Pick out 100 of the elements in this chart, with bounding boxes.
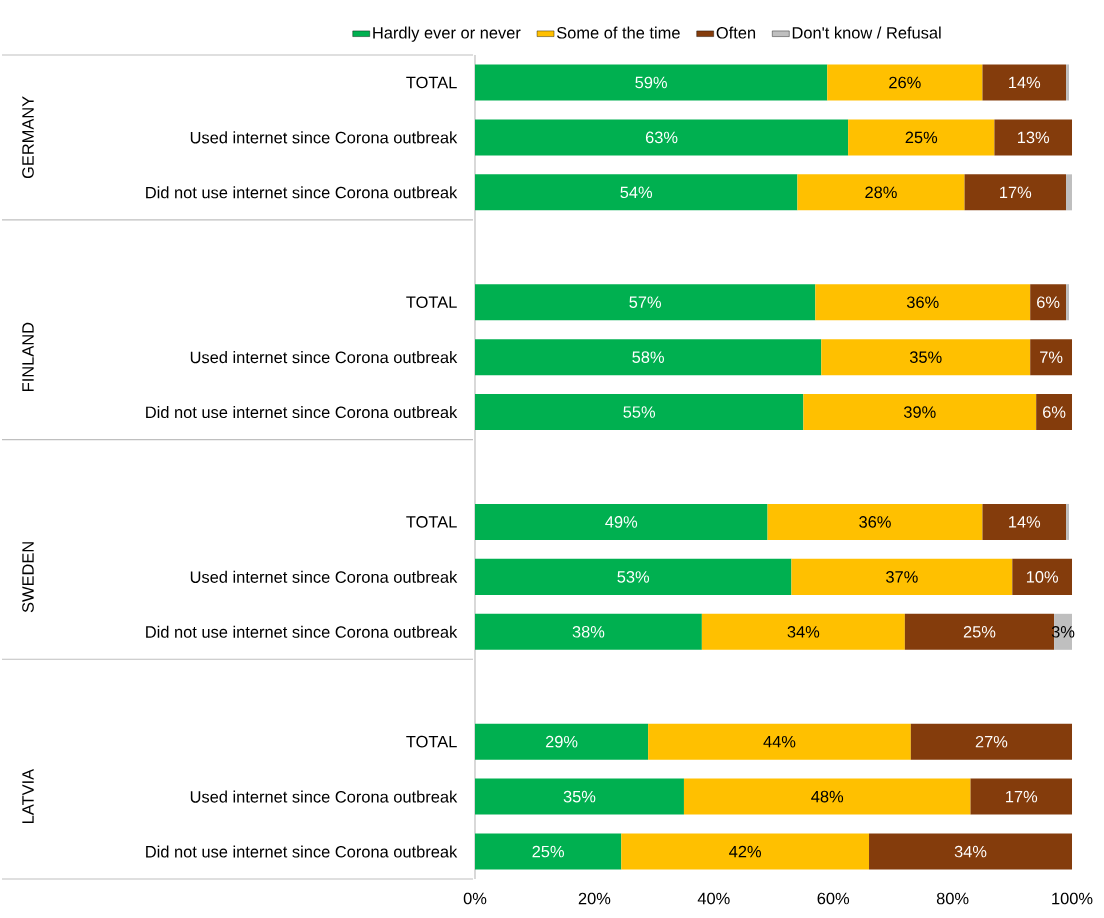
bar <box>821 339 1031 376</box>
bar <box>1012 558 1073 595</box>
bar <box>475 174 798 211</box>
data-label: 36% <box>859 516 891 528</box>
x-tick-label: 60% <box>817 892 850 905</box>
bar <box>683 778 971 815</box>
data-label: 29% <box>545 735 578 748</box>
data-label: 14% <box>1009 516 1041 528</box>
bar <box>475 558 792 595</box>
text: LATVIA <box>22 768 34 823</box>
data-label: 14% <box>1009 76 1041 89</box>
bar <box>1066 503 1070 540</box>
bar <box>982 64 1067 101</box>
data-label: 6% <box>1037 296 1060 309</box>
bar <box>475 394 804 431</box>
data-label: 13% <box>1018 131 1050 144</box>
data-label: 35% <box>563 790 596 803</box>
bar <box>994 119 1073 156</box>
bar <box>982 503 1067 540</box>
data-label: 49% <box>605 516 638 528</box>
data-label: 37% <box>886 571 918 583</box>
bar <box>1030 284 1067 321</box>
y-tick-label: TOTAL <box>406 735 457 748</box>
data-label: 26% <box>889 76 921 89</box>
y-tick-label: Did not use internet since Corona outbreak <box>146 406 458 419</box>
bar <box>475 613 702 650</box>
y-tick-label: Used internet since Corona outbreak <box>190 131 458 144</box>
bar <box>648 723 911 760</box>
legend-label: Some of the time <box>556 26 680 39</box>
bar <box>1030 339 1073 376</box>
data-label: 57% <box>629 296 662 308</box>
data-label: 6% <box>1043 406 1066 418</box>
y-tick-label: TOTAL <box>406 516 457 528</box>
bar <box>1066 174 1073 211</box>
data-label: 38% <box>572 625 605 638</box>
data-label: 17% <box>1006 790 1038 803</box>
y-tick-label: Did not use internet since Corona outbreak <box>146 625 458 638</box>
data-label: 27% <box>975 735 1008 748</box>
data-label: 59% <box>635 76 667 89</box>
bar <box>797 174 965 211</box>
bar <box>803 394 1037 431</box>
data-label: 39% <box>903 406 936 418</box>
bar <box>475 503 768 540</box>
data-label: 25% <box>905 131 938 144</box>
bar <box>701 613 905 650</box>
data-label: 53% <box>617 571 650 583</box>
y-tick-label: Used internet since Corona outbreak <box>190 570 458 583</box>
y-tick-label: Used internet since Corona outbreak <box>190 351 458 364</box>
data-label: 55% <box>623 406 656 418</box>
y-tick-label: Did not use internet since Corona outbreak <box>146 186 458 199</box>
data-label: 25% <box>963 625 996 638</box>
bar <box>815 284 1031 321</box>
bar <box>970 778 1073 815</box>
bar <box>475 284 816 321</box>
data-label: 17% <box>1000 186 1032 199</box>
bar <box>869 833 1073 870</box>
bar <box>1066 284 1070 321</box>
bar <box>475 119 849 156</box>
data-label: 10% <box>1026 571 1059 583</box>
bar <box>791 558 1013 595</box>
bar <box>910 723 1073 760</box>
data-label: 44% <box>763 735 796 748</box>
x-tick-label: 40% <box>697 892 730 905</box>
bar <box>848 119 995 156</box>
bar <box>1066 64 1070 101</box>
data-label: 7% <box>1040 351 1063 363</box>
data-label: 48% <box>811 790 844 803</box>
x-tick-label: 0% <box>463 892 487 905</box>
bar <box>767 503 983 540</box>
y-tick-label: Used internet since Corona outbreak <box>190 790 458 803</box>
bar <box>964 174 1067 211</box>
legend-label: Don't know / Refusal <box>792 26 941 39</box>
bar <box>475 723 649 760</box>
data-label: 28% <box>865 186 897 199</box>
data-label: 58% <box>632 351 664 363</box>
bar <box>1036 394 1073 431</box>
data-label: 34% <box>787 625 820 638</box>
data-label: 63% <box>645 131 678 144</box>
text: SWEDEN <box>22 542 34 613</box>
data-label: 42% <box>729 845 762 858</box>
bar <box>827 64 983 101</box>
bar <box>475 833 622 870</box>
bar <box>621 833 870 870</box>
x-tick-label: 80% <box>936 892 969 905</box>
data-label: 25% <box>532 845 564 858</box>
y-tick-label: Did not use internet since Corona outbreak <box>146 845 458 858</box>
bar <box>475 339 822 376</box>
x-tick-label: 20% <box>578 892 611 905</box>
text: GERMANY <box>22 96 34 179</box>
data-label: 54% <box>620 186 653 199</box>
y-tick-label: TOTAL <box>406 76 457 89</box>
data-label: 34% <box>954 845 987 858</box>
data-label: 36% <box>906 296 939 309</box>
x-tick-label: 100% <box>1052 892 1093 905</box>
bar <box>475 778 684 815</box>
legend-label: Often <box>716 26 756 39</box>
data-label: 35% <box>909 351 942 363</box>
y-tick-label: TOTAL <box>406 296 457 309</box>
bar <box>475 64 828 101</box>
text: FINLAND <box>22 322 34 391</box>
